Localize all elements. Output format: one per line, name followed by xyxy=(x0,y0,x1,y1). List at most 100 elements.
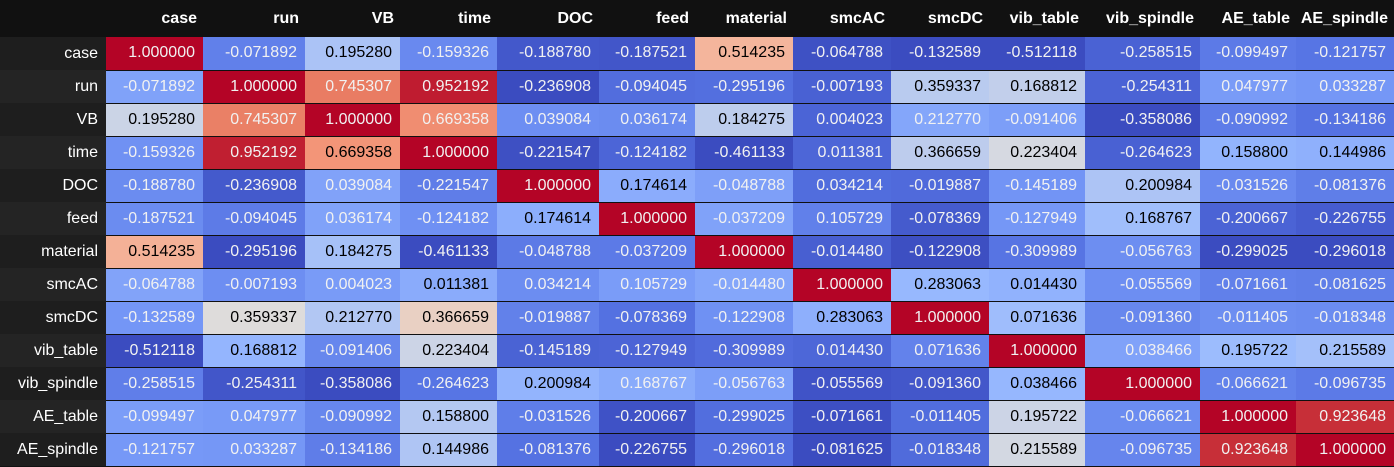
correlation-cell: -0.134186 xyxy=(1296,103,1394,137)
row-label: run xyxy=(0,70,106,103)
correlation-cell: -0.258515 xyxy=(1085,37,1200,71)
column-header: AE_spindle xyxy=(1296,0,1394,37)
correlation-cell: 0.034214 xyxy=(497,268,599,302)
correlation-cell: 1.000000 xyxy=(497,169,599,203)
correlation-cell: 1.000000 xyxy=(400,136,497,170)
correlation-cell: 0.014430 xyxy=(989,268,1085,302)
correlation-cell: -0.159326 xyxy=(106,136,203,170)
correlation-cell: -0.254311 xyxy=(1085,70,1200,104)
correlation-cell: -0.145189 xyxy=(989,169,1085,203)
correlation-cell: -0.071661 xyxy=(1200,268,1296,302)
correlation-cell: 0.200984 xyxy=(497,367,599,401)
row-label: feed xyxy=(0,202,106,235)
correlation-cell: -0.122908 xyxy=(695,301,793,335)
correlation-cell: 0.359337 xyxy=(891,70,989,104)
correlation-cell: 0.223404 xyxy=(989,136,1085,170)
correlation-cell: 1.000000 xyxy=(1296,433,1394,467)
correlation-cell: -0.461133 xyxy=(695,136,793,170)
correlation-cell: -0.031526 xyxy=(1200,169,1296,203)
column-header: AE_table xyxy=(1200,0,1296,37)
correlation-cell: 1.000000 xyxy=(1085,367,1200,401)
correlation-cell: 1.000000 xyxy=(203,70,305,104)
correlation-cell: -0.091360 xyxy=(891,367,989,401)
correlation-cell: 0.195722 xyxy=(1200,334,1296,368)
correlation-cell: 0.669358 xyxy=(400,103,497,137)
column-header: smcAC xyxy=(793,0,891,37)
correlation-cell: -0.134186 xyxy=(305,433,400,467)
correlation-cell: -0.007193 xyxy=(793,70,891,104)
correlation-cell: -0.188780 xyxy=(106,169,203,203)
correlation-cell: -0.295196 xyxy=(695,70,793,104)
correlation-cell: -0.200667 xyxy=(1200,202,1296,236)
correlation-cell: -0.081625 xyxy=(1296,268,1394,302)
correlation-cell: 0.036174 xyxy=(599,103,695,137)
correlation-cell: 1.000000 xyxy=(1200,400,1296,434)
correlation-cell: -0.236908 xyxy=(497,70,599,104)
correlation-cell: -0.124182 xyxy=(599,136,695,170)
correlation-cell: 0.033287 xyxy=(203,433,305,467)
table-row: feed -0.187521 -0.094045 0.036174 -0.124182 0… xyxy=(0,202,1394,236)
correlation-cell: 1.000000 xyxy=(106,37,203,71)
table-row: vib_spindle -0.258515 -0.254311 -0.358086 -0… xyxy=(0,367,1394,401)
correlation-cell: -0.037209 xyxy=(599,235,695,269)
correlation-cell: -0.056763 xyxy=(1085,235,1200,269)
correlation-cell: 0.366659 xyxy=(891,136,989,170)
correlation-cell: -0.018348 xyxy=(891,433,989,467)
correlation-cell: 1.000000 xyxy=(599,202,695,236)
correlation-cell: -0.200667 xyxy=(599,400,695,434)
column-header: run xyxy=(203,0,305,37)
table-row: case 1.000000 -0.071892 0.195280 -0.159326 -0… xyxy=(0,37,1394,71)
table-row: run -0.071892 1.000000 0.745307 0.952192 -0.2… xyxy=(0,70,1394,104)
table-row: VB 0.195280 0.745307 1.000000 0.669358 0.0390… xyxy=(0,103,1394,137)
correlation-cell: -0.159326 xyxy=(400,37,497,71)
correlation-cell: 0.036174 xyxy=(305,202,400,236)
correlation-cell: -0.145189 xyxy=(497,334,599,368)
correlation-cell: 1.000000 xyxy=(305,103,400,137)
correlation-cell: 0.034214 xyxy=(793,169,891,203)
correlation-cell: 0.195280 xyxy=(106,103,203,137)
correlation-cell: 0.745307 xyxy=(203,103,305,137)
correlation-cell: -0.048788 xyxy=(695,169,793,203)
correlation-cell: -0.132589 xyxy=(106,301,203,335)
correlation-cell: 0.158800 xyxy=(1200,136,1296,170)
correlation-cell: 0.923648 xyxy=(1296,400,1394,434)
correlation-cell: -0.221547 xyxy=(497,136,599,170)
correlation-cell: -0.226755 xyxy=(1296,202,1394,236)
correlation-cell: -0.296018 xyxy=(1296,235,1394,269)
row-label: smcDC xyxy=(0,301,106,334)
correlation-cell: -0.127949 xyxy=(989,202,1085,236)
correlation-cell: -0.064788 xyxy=(106,268,203,302)
table-row: material 0.514235 -0.295196 0.184275 -0.4611… xyxy=(0,235,1394,269)
row-label: smcAC xyxy=(0,268,106,301)
correlation-cell: -0.096735 xyxy=(1296,367,1394,401)
correlation-cell: -0.226755 xyxy=(599,433,695,467)
correlation-cell: 0.144986 xyxy=(400,433,497,467)
table-header: case run VB time DOC feed material smcAC smcDC vi… xyxy=(0,0,1394,37)
correlation-cell: 0.038466 xyxy=(989,367,1085,401)
column-header: feed xyxy=(599,0,695,37)
correlation-cell: -0.019887 xyxy=(497,301,599,335)
table-row: AE_spindle -0.121757 0.033287 -0.134186 0.14… xyxy=(0,433,1394,467)
correlation-cell: -0.099497 xyxy=(1200,37,1296,71)
correlation-cell: -0.236908 xyxy=(203,169,305,203)
correlation-cell: -0.091360 xyxy=(1085,301,1200,335)
row-label: AE_spindle xyxy=(0,433,106,466)
correlation-cell: 0.952192 xyxy=(400,70,497,104)
correlation-cell: -0.296018 xyxy=(695,433,793,467)
correlation-cell: -0.221547 xyxy=(400,169,497,203)
correlation-cell: -0.071892 xyxy=(106,70,203,104)
correlation-cell: -0.064788 xyxy=(793,37,891,71)
correlation-cell: -0.122908 xyxy=(891,235,989,269)
correlation-cell: -0.055569 xyxy=(1085,268,1200,302)
correlation-cell: 0.004023 xyxy=(793,103,891,137)
table-row: DOC -0.188780 -0.236908 0.039084 -0.221547 1.… xyxy=(0,169,1394,203)
correlation-cell: -0.258515 xyxy=(106,367,203,401)
correlation-cell: 0.004023 xyxy=(305,268,400,302)
correlation-cell: 0.200984 xyxy=(1085,169,1200,203)
table-row: smcDC -0.132589 0.359337 0.212770 0.366659 -0… xyxy=(0,301,1394,335)
column-header: smcDC xyxy=(891,0,989,37)
correlation-cell: -0.264623 xyxy=(400,367,497,401)
correlation-cell: -0.091406 xyxy=(989,103,1085,137)
column-header: vib_table xyxy=(989,0,1085,37)
